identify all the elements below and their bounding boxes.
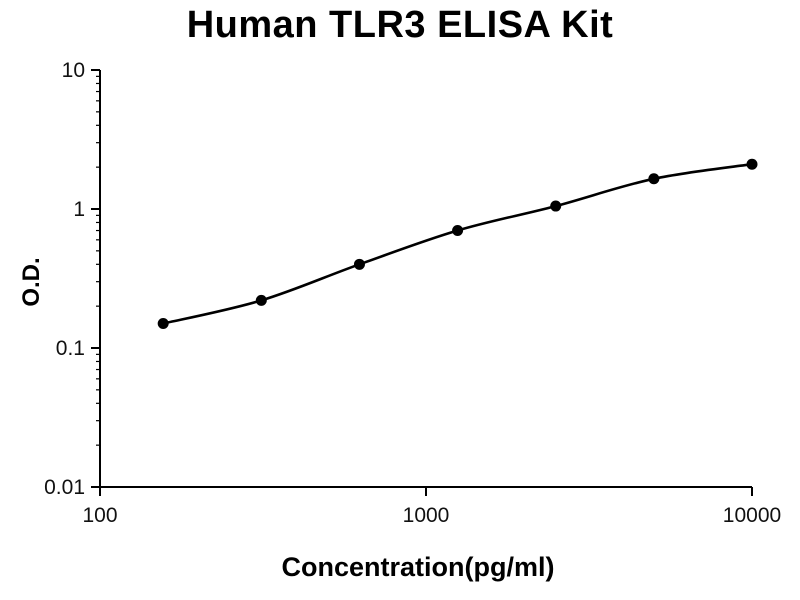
x-axis-label: Concentration(pg/ml) [281,552,555,582]
svg-text:1000: 1000 [403,504,450,527]
svg-text:1: 1 [73,198,85,221]
y-axis-label: O.D. [18,257,45,307]
chart-title: Human TLR3 ELISA Kit [186,4,614,46]
svg-text:0.1: 0.1 [56,337,85,360]
standard-curve-plot: 10 1 0.1 0.01 100 1000 10000 [44,59,781,527]
svg-text:10000: 10000 [723,504,781,527]
svg-text:0.01: 0.01 [44,476,85,499]
svg-text:10: 10 [62,59,85,82]
svg-text:100: 100 [82,504,117,527]
